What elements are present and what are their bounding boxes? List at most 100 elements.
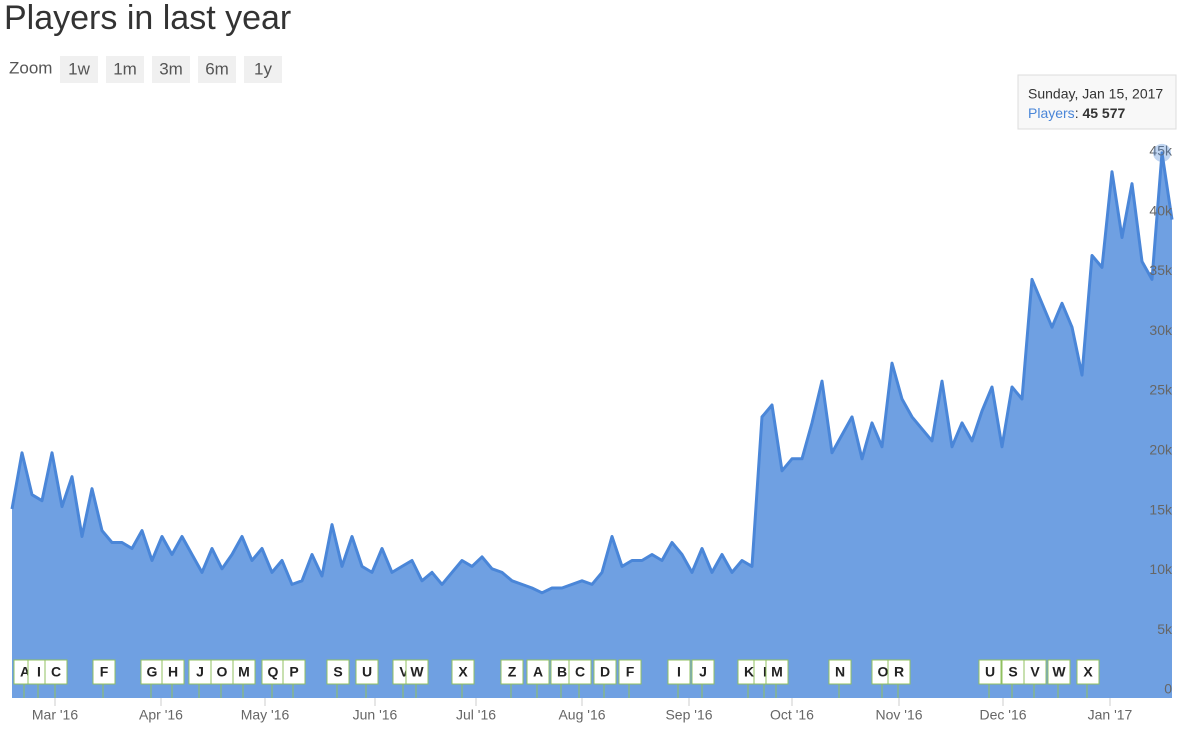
y-tick-label: 5k [1157,621,1173,637]
flag-label: I [37,664,41,680]
y-tick-label: 30k [1149,322,1173,338]
zoom-button-label: 1y [254,59,272,78]
flag-box[interactable] [765,659,789,685]
zoom-button-bg [198,56,236,83]
zoom-button-bg [244,56,282,83]
zoom-button-bg [152,56,190,83]
x-tick-label: Oct '16 [770,707,814,723]
flag-label: M [238,664,250,680]
flag-label: J [699,664,707,680]
flag-box[interactable] [161,659,185,685]
zoom-button-label: 1w [68,59,90,78]
flag-box[interactable] [232,659,256,685]
flag-box[interactable] [526,659,550,685]
flag-box[interactable] [355,659,379,685]
tooltip-series: Players [1028,105,1075,121]
flag-box[interactable] [500,659,524,685]
flag-box[interactable] [667,659,691,685]
flag-label: G [147,664,158,680]
zoom-button[interactable]: 1y [244,56,282,83]
flag-label: X [1083,664,1093,680]
x-tick-label: Jan '17 [1088,707,1133,723]
x-tick-label: May '16 [241,707,290,723]
flag-label: N [835,664,845,680]
x-tick-label: Jun '16 [353,707,398,723]
flag-box[interactable] [593,659,617,685]
x-tick-label: Aug '16 [558,707,605,723]
flag-box[interactable] [978,659,1002,685]
flag-label: X [458,664,468,680]
flag-label: W [410,664,424,680]
flag-box[interactable] [691,659,715,685]
flag-box[interactable] [828,659,852,685]
flag-label: V [1030,664,1040,680]
flag-label: J [196,664,204,680]
flag-box[interactable] [568,659,592,685]
flag-box[interactable] [618,659,642,685]
flag-box[interactable] [1023,659,1047,685]
flag-box[interactable] [1047,659,1071,685]
y-tick-label: 45k [1149,143,1173,159]
zoom-button[interactable]: 3m [152,56,190,83]
flag-label: P [289,664,298,680]
flag-label: F [100,664,109,680]
zoom-button-label: 1m [113,59,137,78]
flag-label: O [878,664,889,680]
flag-label: A [20,664,30,680]
flag-box[interactable] [44,659,68,685]
y-tick-label: 10k [1149,561,1173,577]
zoom-button-bg [60,56,98,83]
zoom-button[interactable]: 1w [60,56,98,83]
x-tick-label: Mar '16 [32,707,78,723]
tooltip-value: 45 577 [1082,105,1125,121]
tooltip-box [1017,74,1177,130]
x-tick-label: Apr '16 [139,707,183,723]
flag-box[interactable] [451,659,475,685]
flag-label: S [333,664,342,680]
zoom-button[interactable]: 1m [106,56,144,83]
zoom-button-label: 3m [159,59,183,78]
flag-box[interactable] [405,659,429,685]
hover-point [1153,143,1171,162]
flag-box[interactable] [326,659,350,685]
zoom-button-bg [106,56,144,83]
flag-label: O [217,664,228,680]
y-tick-label: 35k [1149,262,1173,278]
flag-label: A [533,664,543,680]
tooltip-date: Sunday, Jan 15, 2017 [1028,86,1163,102]
flag-label: C [575,664,585,680]
flag-label: B [557,664,567,680]
flag-label: C [51,664,61,680]
y-tick-label: 25k [1149,382,1173,398]
zoom-label: Zoom [9,58,52,77]
flag-box[interactable] [92,659,116,685]
area [12,152,1172,698]
flag-label: M [771,664,783,680]
x-tick-label: Jul '16 [456,707,496,723]
flag-label: Q [268,664,279,680]
flag-box[interactable] [1076,659,1100,685]
zoom-button[interactable]: 6m [198,56,236,83]
flag-label: S [1008,664,1017,680]
flag-label: U [985,664,995,680]
x-tick-label: Dec '16 [979,707,1026,723]
zoom-button-label: 6m [205,59,229,78]
flag-box[interactable] [887,659,911,685]
x-tick-label: Nov '16 [875,707,922,723]
x-tick-label: Sep '16 [665,707,712,723]
line [10,151,1174,595]
chart-title: Players in last year [4,0,291,37]
flag-label: R [894,664,904,680]
flag-label: I [677,664,681,680]
flag-label: I [763,664,767,680]
y-tick-label: 40k [1149,202,1173,218]
flag-label: K [744,664,754,680]
flag-label: V [399,664,409,680]
flag-label: Z [508,664,517,680]
flag-box[interactable] [282,659,306,685]
flag-label: U [362,664,372,680]
y-tick-label: 20k [1149,442,1173,458]
y-tick-label: 15k [1149,501,1173,517]
y-tick-label: 0 [1164,681,1172,697]
